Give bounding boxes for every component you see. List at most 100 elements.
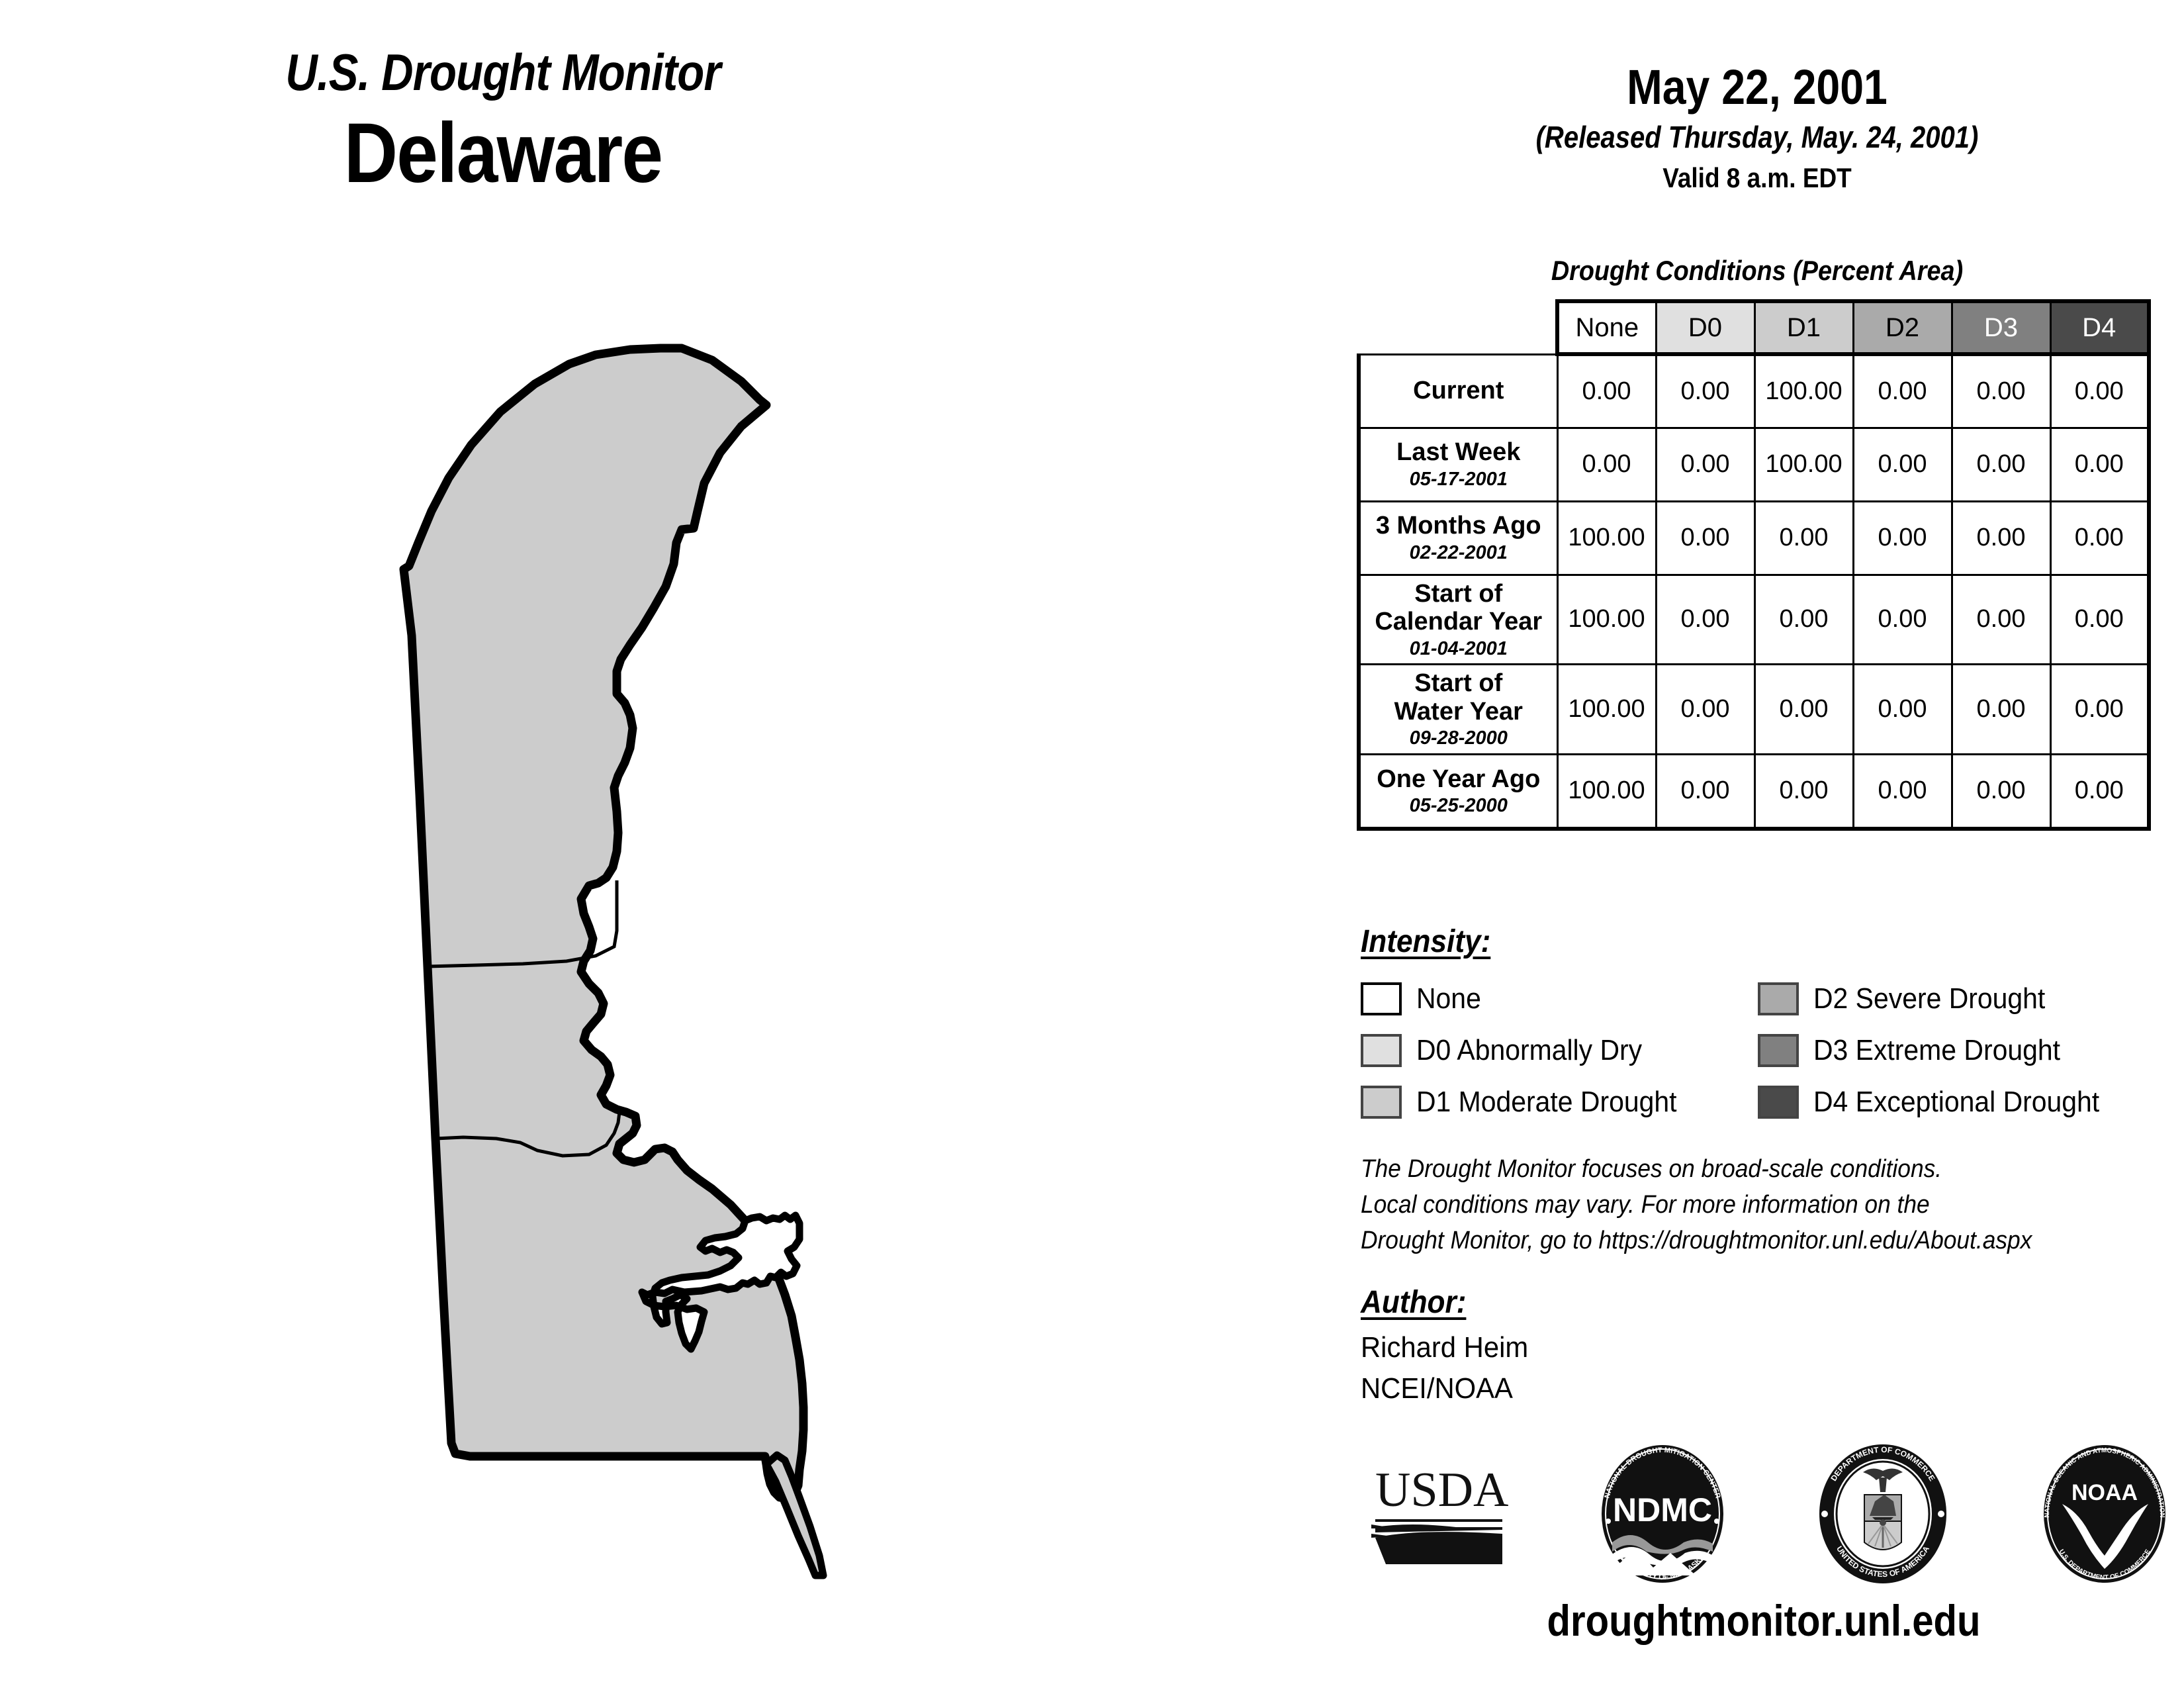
cell-d1: 0.00	[1753, 573, 1854, 666]
cell-d0: 0.00	[1655, 663, 1756, 755]
cell-d0: 0.00	[1655, 426, 1756, 502]
inland-bay-cutout	[638, 1211, 803, 1353]
author-block: Richard Heim NCEI/NOAA	[1361, 1327, 1528, 1410]
cell-d0: 0.00	[1655, 753, 1756, 831]
county-line-kent-sussex	[435, 1111, 621, 1158]
row-label-main: 3 Months Ago	[1375, 512, 1541, 540]
cell-d2: 0.00	[1852, 353, 1953, 429]
column-header-d1: D1	[1753, 299, 1854, 356]
doc-seal-logo: DEPARTMENT OF COMMERCE UNITED STATES OF …	[1815, 1443, 1951, 1589]
cell-d0: 0.00	[1655, 500, 1756, 576]
legend-label: None	[1416, 982, 1481, 1015]
svg-text:USDA: USDA	[1375, 1463, 1508, 1517]
site-url[interactable]: droughtmonitor.unl.edu	[1547, 1596, 1981, 1645]
row-label-date: 09-28-2000	[1409, 727, 1508, 749]
column-header-d3: D3	[1950, 299, 2052, 356]
table-row: Current 0.00 0.00 100.00 0.00 0.00 0.00	[1357, 353, 2151, 429]
cell-d1: 0.00	[1753, 753, 1854, 831]
cell-d1: 0.00	[1753, 663, 1854, 755]
cell-d3: 0.00	[1950, 573, 2052, 666]
author-name: Richard Heim	[1361, 1331, 1529, 1364]
disclaimer-line-2: Local conditions may vary. For more info…	[1361, 1190, 1930, 1219]
author-heading: Author:	[1361, 1285, 1467, 1320]
table-row: One Year Ago 05-25-2000 100.00 0.00 0.00 0.00…	[1357, 753, 2151, 831]
column-header-none: None	[1555, 299, 1657, 356]
cell-d1: 100.00	[1753, 426, 1854, 502]
cell-d4: 0.00	[2049, 663, 2151, 755]
legend-label: D0 Abnormally Dry	[1416, 1034, 1643, 1066]
cell-d3: 0.00	[1950, 353, 2052, 429]
legend-label: D1 Moderate Drought	[1416, 1086, 1677, 1118]
row-label: Start of Calendar Year 01-04-2001	[1357, 573, 1559, 666]
drought-conditions-table: None D0 D1 D2 D3 D4 Current 0.00 0.00 100.0…	[1357, 299, 2151, 831]
table-body: Current 0.00 0.00 100.00 0.00 0.00 0.00 Last We…	[1357, 353, 2151, 831]
valid-time: Valid 8 a.m. EDT	[1662, 162, 1852, 194]
legend-label: D3 Extreme Drought	[1813, 1034, 2060, 1066]
legend-item: D4 Exceptional Drought	[1758, 1076, 2155, 1128]
valid-date: May 22, 2001	[1627, 60, 1888, 115]
row-label-date: 05-25-2000	[1409, 795, 1508, 817]
row-label-main: Start of Water Year	[1394, 669, 1523, 726]
column-header-d0: D0	[1655, 299, 1756, 356]
cell-d2: 0.00	[1852, 573, 1953, 666]
page-title-state: Delaware	[343, 106, 663, 201]
row-label-main: Last Week	[1396, 438, 1521, 467]
legend-swatch	[1361, 982, 1402, 1015]
cell-none: 100.00	[1556, 573, 1657, 666]
legend-swatch	[1758, 1034, 1799, 1067]
table-caption: Drought Conditions (Percent Area)	[1551, 255, 1964, 286]
logo-row: USDA NDMC NATIONAL DROUGHT MITIGATI	[1363, 1440, 2177, 1592]
column-header-d4: D4	[2049, 299, 2151, 356]
row-label: Current	[1357, 353, 1559, 429]
map-panel: U.S. Drought Monitor Delaware	[0, 46, 1072, 1582]
row-label-main: Current	[1413, 377, 1504, 405]
disclaimer-line-3: Drought Monitor, go to https://droughtmo…	[1361, 1226, 2032, 1254]
svg-text:NOAA: NOAA	[2071, 1480, 2138, 1505]
table-row: Last Week 05-17-2001 0.00 0.00 100.00 0.00 0.0…	[1357, 426, 2151, 502]
ndmc-logo: NDMC NATIONAL DROUGHT MITIGATION CENTER …	[1596, 1443, 1729, 1589]
info-panel: May 22, 2001 (Released Thursday, May. 24…	[1357, 0, 2184, 1688]
cell-none: 100.00	[1556, 663, 1657, 755]
table-row: Start of Water Year 09-28-2000 100.00 0.00 0.…	[1357, 663, 2151, 755]
cell-d4: 0.00	[2049, 353, 2151, 429]
delaware-map[interactable]	[371, 265, 1072, 1582]
row-label-main: One Year Ago	[1377, 765, 1541, 793]
cell-d2: 0.00	[1852, 753, 1953, 831]
legend-swatch	[1758, 982, 1799, 1015]
cell-d1: 100.00	[1753, 353, 1854, 429]
delaware-map-svg	[399, 344, 827, 1579]
table-row: 3 Months Ago 02-22-2001 100.00 0.00 0.00 0.00…	[1357, 500, 2151, 576]
cell-d2: 0.00	[1852, 500, 1953, 576]
cell-d4: 0.00	[2049, 426, 2151, 502]
cell-d2: 0.00	[1852, 663, 1953, 755]
date-block: May 22, 2001 (Released Thursday, May. 24…	[1357, 63, 2158, 193]
cell-d0: 0.00	[1655, 353, 1756, 429]
intensity-legend: None D2 Severe Drought D0 Abnormally Dry D3…	[1361, 973, 2175, 1128]
table-header-row: None D0 D1 D2 D3 D4	[1359, 299, 2151, 356]
legend-label: D4 Exceptional Drought	[1813, 1086, 2100, 1118]
cell-d0: 0.00	[1655, 573, 1756, 666]
released-date: (Released Thursday, May. 24, 2001)	[1535, 120, 1979, 154]
legend-swatch	[1361, 1086, 1402, 1119]
table-header: None D0 D1 D2 D3 D4	[1359, 299, 2151, 356]
legend-item: D1 Moderate Drought	[1361, 1076, 1758, 1128]
intensity-heading: Intensity:	[1361, 924, 1491, 959]
disclaimer-text: The Drought Monitor focuses on broad-sca…	[1361, 1152, 2124, 1259]
legend-item: None	[1361, 973, 1758, 1025]
county-line-newcastle-kent	[427, 880, 619, 968]
row-label: Start of Water Year 09-28-2000	[1357, 663, 1559, 755]
row-label-main: Start of Calendar Year	[1375, 579, 1543, 636]
disclaimer-line-1: The Drought Monitor focuses on broad-sca…	[1361, 1155, 1942, 1183]
row-label: 3 Months Ago 02-22-2001	[1357, 500, 1559, 576]
table-row: Start of Calendar Year 01-04-2001 100.00 0.0…	[1357, 573, 2151, 666]
row-label-date: 01-04-2001	[1409, 637, 1508, 659]
svg-text:NDMC: NDMC	[1613, 1491, 1712, 1528]
title-block: U.S. Drought Monitor Delaware	[0, 46, 1006, 202]
row-label: One Year Ago 05-25-2000	[1357, 753, 1559, 831]
cell-none: 100.00	[1556, 753, 1657, 831]
legend-item: D0 Abnormally Dry	[1361, 1025, 1758, 1076]
cell-d1: 0.00	[1753, 500, 1854, 576]
noaa-logo: NOAA NATIONAL OCEANIC AND ATMOSPHERIC AD…	[2038, 1443, 2171, 1589]
cell-none: 0.00	[1556, 426, 1657, 502]
cell-d3: 0.00	[1950, 663, 2052, 755]
